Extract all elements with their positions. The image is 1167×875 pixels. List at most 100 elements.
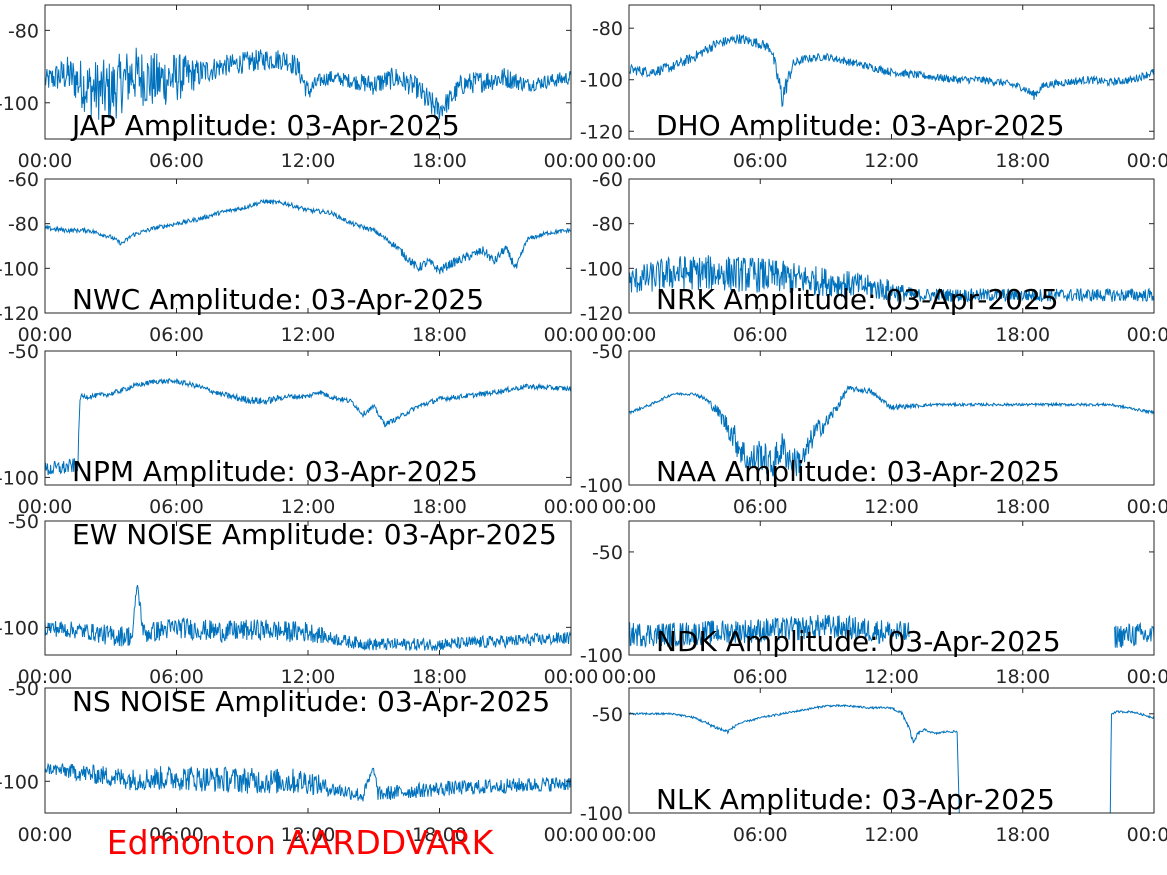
x-tick-label: 06:00 [149,824,204,846]
x-tick-label: 00:00 [1127,150,1167,172]
y-tick-label: -80 [8,20,39,42]
y-tick-label: -60 [592,169,623,191]
panel-title: NLK Amplitude: 03-Apr-2025 [656,783,1055,816]
y-tick-label: -80 [592,18,623,40]
panel-title: NWC Amplitude: 03-Apr-2025 [72,283,484,316]
x-tick-label: 00:00 [602,824,657,846]
x-tick-label: 00:00 [544,496,599,518]
series-line [629,703,958,744]
subplot-nrk: -60-80-100-12000:0006:0012:0018:0000:00N… [580,169,1167,346]
y-tick-label: -50 [592,542,623,564]
subplot-npm: -50 -100 00:00 06:00 12:00 18:00 00:00 NPM Ampl… [0,341,598,518]
x-tick-label: 00:00 [544,666,599,688]
x-tick-label: 00:00 [544,150,599,172]
panel-title: NPM Amplitude: 03-Apr-2025 [72,455,478,488]
y-tick-label: -100 [0,467,39,489]
x-tick-label: 06:00 [149,150,204,172]
y-tick-label: -100 [0,617,39,639]
series-line [629,255,1154,304]
y-tick-label: -100 [0,258,39,280]
x-tick-label: 06:00 [733,496,788,518]
series-line [956,731,960,813]
x-tick-label: 00:00 [602,666,657,688]
x-tick-label: 00:00 [602,496,657,518]
series-line [45,47,571,120]
y-tick-label: -100 [580,475,623,497]
subplot-ns-noise: -50 -100 00:00 06:00 12:00 18:00 00:00 NS NOISE… [0,678,598,846]
x-tick-label: 00:00 [18,150,73,172]
x-tick-label: 06:00 [149,324,204,346]
y-tick-label: -80 [8,214,39,236]
y-tick-label: -120 [580,303,623,325]
series-line [45,762,571,802]
x-tick-label: 12:00 [864,824,919,846]
x-tick-label: 18:00 [995,496,1050,518]
panel-title: NAA Amplitude: 03-Apr-2025 [656,455,1060,488]
y-tick-label: -50 [8,511,39,533]
y-tick-label: -50 [8,678,39,700]
x-tick-label: 06:00 [149,496,204,518]
x-tick-label: 00:00 [1127,666,1167,688]
x-tick-label: 06:00 [733,324,788,346]
x-tick-label: 18:00 [995,324,1050,346]
subplot-ew-noise: -50 -100 00:00 06:00 12:00 18:00 00:00 EW NOISE… [0,511,598,688]
x-tick-label: 18:00 [412,150,467,172]
subplot-dho: -80 -100 -120 00:00 06:00 12:00 18:00 00:00 DHO … [580,4,1167,172]
panel-title: JAP Amplitude: 03-Apr-2025 [70,109,460,142]
series-line [1114,621,1154,648]
x-tick-label: 06:00 [149,666,204,688]
x-tick-label: 18:00 [412,824,467,846]
x-tick-label: 00:00 [18,324,73,346]
y-tick-label: -100 [580,803,623,825]
x-tick-label: 06:00 [733,824,788,846]
x-tick-label: 12:00 [281,150,336,172]
series-line [1109,710,1154,813]
x-tick-label: 00:00 [544,324,599,346]
x-tick-label: 00:00 [602,324,657,346]
panel-title: NRK Amplitude: 03-Apr-2025 [656,283,1059,316]
y-tick-label: -50 [8,341,39,363]
x-tick-label: 12:00 [281,824,336,846]
x-tick-label: 18:00 [412,666,467,688]
y-tick-label: -60 [8,169,39,191]
x-tick-label: 00:00 [602,150,657,172]
x-tick-label: 00:00 [544,824,599,846]
x-tick-label: 00:00 [18,496,73,518]
x-tick-label: 06:00 [733,150,788,172]
y-tick-label: -50 [592,341,623,363]
panel-title: EW NOISE Amplitude: 03-Apr-2025 [72,518,557,551]
series-line [629,614,910,649]
subplot-jap: -80 -100 00:00 06:00 12:00 18:00 00:00 JAP Ampl… [0,4,599,172]
x-tick-label: 06:00 [733,666,788,688]
y-tick-label: -100 [0,771,39,793]
x-tick-label: 12:00 [864,150,919,172]
y-tick-label: -50 [592,704,623,726]
series-line [629,384,1154,477]
y-tick-label: -100 [580,70,623,92]
y-tick-label: -120 [580,121,623,143]
x-tick-label: 18:00 [412,324,467,346]
x-tick-label: 12:00 [281,324,336,346]
x-tick-label: 12:00 [864,324,919,346]
x-tick-label: 12:00 [864,496,919,518]
panel-title: DHO Amplitude: 03-Apr-2025 [656,109,1065,142]
x-tick-label: 18:00 [412,496,467,518]
y-tick-label: -100 [580,258,623,280]
x-tick-label: 00:00 [1127,324,1167,346]
x-tick-label: 00:00 [18,824,73,846]
x-tick-label: 18:00 [995,666,1050,688]
x-tick-label: 12:00 [281,666,336,688]
y-tick-label: -100 [580,645,623,667]
y-tick-label: -100 [0,93,39,115]
series-line [45,198,571,275]
x-tick-label: 00:00 [1127,824,1167,846]
series-line [629,34,1154,108]
station-label: Edmonton AARDDVARK [107,823,495,862]
x-tick-label: 00:00 [18,666,73,688]
x-tick-label: 12:00 [281,496,336,518]
